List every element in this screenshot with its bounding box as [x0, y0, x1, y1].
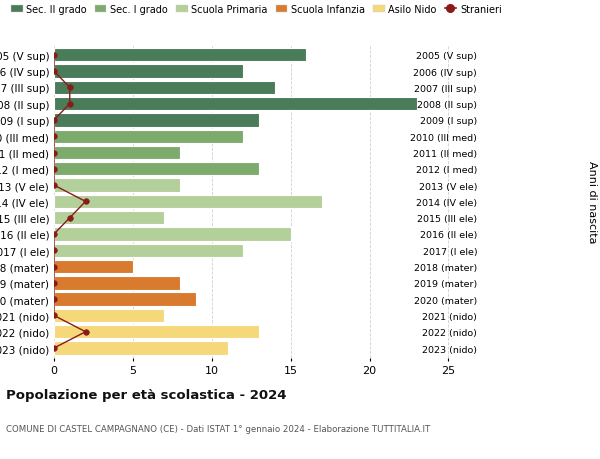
Bar — [54, 65, 244, 78]
Bar — [54, 228, 290, 241]
Bar — [54, 293, 196, 306]
Bar — [54, 114, 259, 127]
Bar — [54, 49, 307, 62]
Bar — [54, 179, 180, 192]
Text: COMUNE DI CASTEL CAMPAGNANO (CE) - Dati ISTAT 1° gennaio 2024 - Elaborazione TUT: COMUNE DI CASTEL CAMPAGNANO (CE) - Dati … — [6, 425, 430, 434]
Bar — [54, 260, 133, 274]
Bar — [54, 146, 180, 160]
Bar — [54, 82, 275, 95]
Bar — [54, 341, 227, 355]
Bar — [54, 163, 259, 176]
Bar — [54, 277, 180, 290]
Bar — [54, 309, 164, 322]
Bar — [54, 130, 244, 144]
Bar — [54, 244, 244, 257]
Bar — [54, 212, 164, 225]
Bar — [54, 325, 259, 339]
Text: Popolazione per età scolastica - 2024: Popolazione per età scolastica - 2024 — [6, 388, 287, 401]
Bar — [54, 195, 322, 209]
Bar — [54, 98, 417, 111]
Legend: Sec. II grado, Sec. I grado, Scuola Primaria, Scuola Infanzia, Asilo Nido, Stran: Sec. II grado, Sec. I grado, Scuola Prim… — [11, 5, 502, 15]
Text: Anni di nascita: Anni di nascita — [587, 161, 597, 243]
